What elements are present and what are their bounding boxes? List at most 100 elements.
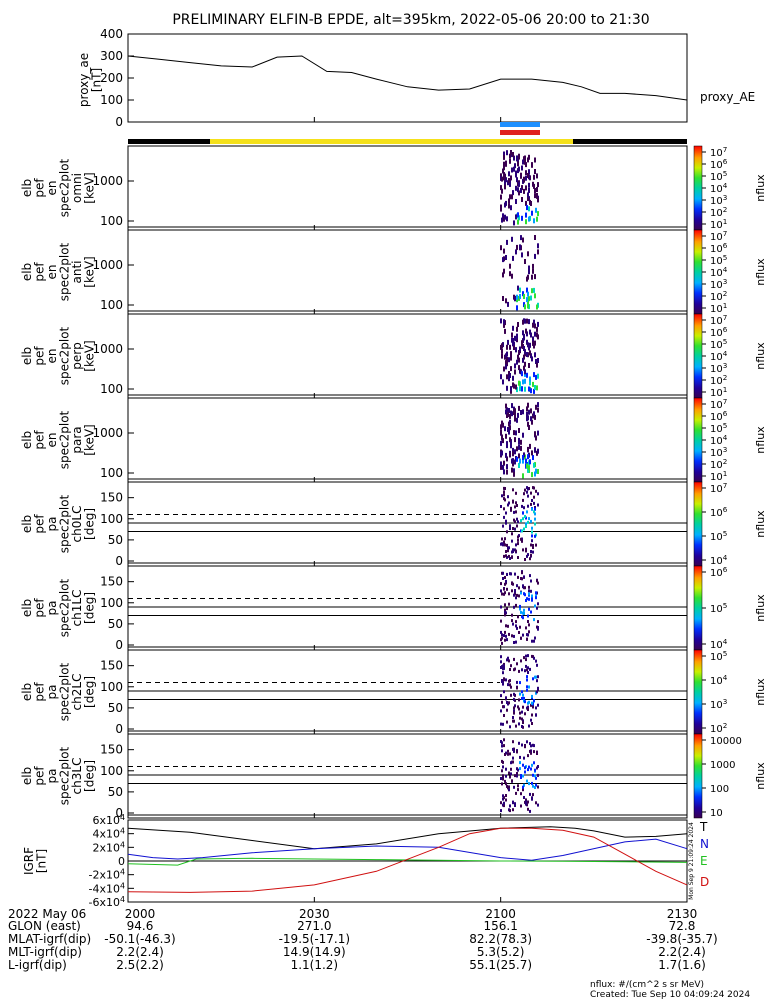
heatmap-cell [531, 288, 533, 294]
heatmap-cell [513, 471, 515, 477]
spec_en_omni-ztick-label: 107 [710, 145, 727, 159]
spec_pa_ch1-ytick-label: 0 [115, 638, 123, 652]
heatmap-cell [532, 263, 534, 269]
heatmap-cell [502, 774, 504, 778]
x-row-value: 82.2(78.3) [469, 932, 532, 946]
igrf-series-E [127, 857, 688, 866]
heatmap-cell [510, 175, 512, 181]
heatmap-cell [526, 668, 528, 672]
heatmap-cell [535, 468, 537, 474]
heatmap-cell [528, 386, 530, 392]
igrf-series-D [127, 827, 688, 893]
heatmap-cell [512, 740, 514, 744]
spec_en_para-ztick-label: 103 [710, 445, 727, 459]
spec_pa_ch0-ylabel-line: [deg] [82, 508, 96, 540]
spec_en_omni-ztick-label: 104 [710, 181, 728, 195]
heatmap-cell [536, 579, 538, 583]
heatmap-cell [534, 340, 536, 346]
heatmap-cell [508, 554, 510, 558]
heatmap-cell [515, 510, 517, 514]
heatmap-cell [508, 357, 510, 363]
heatmap-cell [532, 546, 534, 549]
heatmap-cell [525, 525, 527, 528]
heatmap-cell [506, 607, 508, 611]
spec_en_para-ztick-label: 106 [710, 409, 728, 423]
heatmap-cell [513, 697, 515, 701]
heatmap-cell [537, 492, 539, 496]
heatmap-cell [533, 656, 535, 660]
heatmap-cell [520, 537, 522, 541]
heatmap-cell [515, 624, 517, 628]
heatmap-cell [522, 616, 524, 620]
heatmap-cell [500, 709, 502, 713]
science-zone-red [500, 130, 540, 135]
spec_pa_ch0-ztick-label: 105 [710, 529, 727, 543]
heatmap-cell [527, 504, 529, 508]
heatmap-cell [517, 538, 519, 542]
heatmap-cell [513, 634, 515, 638]
heatmap-cell [503, 322, 505, 328]
heatmap-cell [530, 353, 532, 359]
heatmap-cell [533, 411, 535, 417]
spec_pa_ch2-ylabel-line: ch2LC [70, 674, 84, 711]
heatmap-cell [503, 268, 505, 274]
heatmap-cell [514, 449, 516, 455]
heatmap-cell [512, 756, 514, 760]
x-row-label: 2022 May 06 [8, 907, 86, 921]
heatmap-cell [508, 203, 510, 209]
heatmap-cell [529, 749, 531, 753]
heatmap-cell [528, 630, 530, 634]
heatmap-cell [531, 499, 533, 502]
heatmap-cell [506, 239, 508, 245]
heatmap-cell [514, 520, 516, 524]
spec_pa_ch1-ytick-label: 150 [100, 575, 123, 589]
heatmap-cell [536, 750, 538, 754]
status-bars [128, 122, 687, 144]
heatmap-cell [525, 664, 527, 668]
heatmap-cell [506, 469, 508, 475]
heatmap-cell [530, 416, 532, 422]
heatmap-cell [509, 425, 511, 431]
spec_en_omni-ztick-label: 103 [710, 193, 727, 207]
heatmap-cell [509, 809, 511, 813]
heatmap-cell [532, 322, 534, 328]
heatmap-cell [522, 432, 524, 438]
heatmap-cell [514, 416, 516, 422]
bar-segment-yellow [210, 139, 573, 144]
heatmap-cell [501, 188, 503, 194]
heatmap-cell [521, 710, 523, 714]
heatmap-cell [535, 776, 537, 780]
heatmap-cell [530, 703, 532, 707]
heatmap-cell [532, 677, 534, 681]
heatmap-cell [535, 489, 537, 493]
heatmap-cell [528, 607, 530, 611]
spec_en_omni-panel: 1001000elbpefenspec2plotomni[keV]1011021… [20, 145, 767, 231]
heatmap-cell [530, 751, 532, 755]
heatmap-cell [521, 340, 523, 346]
heatmap-cell [523, 176, 525, 182]
spec_pa_ch1-pixels [500, 570, 539, 645]
heatmap-cell [516, 326, 518, 332]
heatmap-cell [521, 571, 523, 575]
spec_en_omni-frame [127, 145, 688, 231]
heatmap-cell [519, 244, 521, 250]
heatmap-cell [505, 409, 507, 415]
spec_en_omni-ytick-label: 1000 [92, 174, 123, 188]
heatmap-cell [533, 319, 535, 325]
heatmap-cell [504, 202, 506, 208]
spec_en_anti-ztick-label: 107 [710, 229, 727, 243]
heatmap-cell [523, 333, 525, 339]
heatmap-cell [522, 548, 524, 552]
heatmap-cell [502, 168, 504, 174]
heatmap-cell [503, 796, 505, 800]
heatmap-cell [523, 796, 525, 799]
heatmap-cell [534, 507, 536, 511]
spec_pa_ch2-ytick-label: 50 [108, 701, 123, 715]
footer-units: nflux: #/(cm^2 s sr MeV) [590, 980, 704, 990]
heatmap-cell [537, 620, 539, 624]
heatmap-cell [512, 190, 514, 196]
heatmap-cell [502, 682, 504, 686]
heatmap-cell [531, 597, 533, 601]
heatmap-cell [515, 724, 517, 728]
